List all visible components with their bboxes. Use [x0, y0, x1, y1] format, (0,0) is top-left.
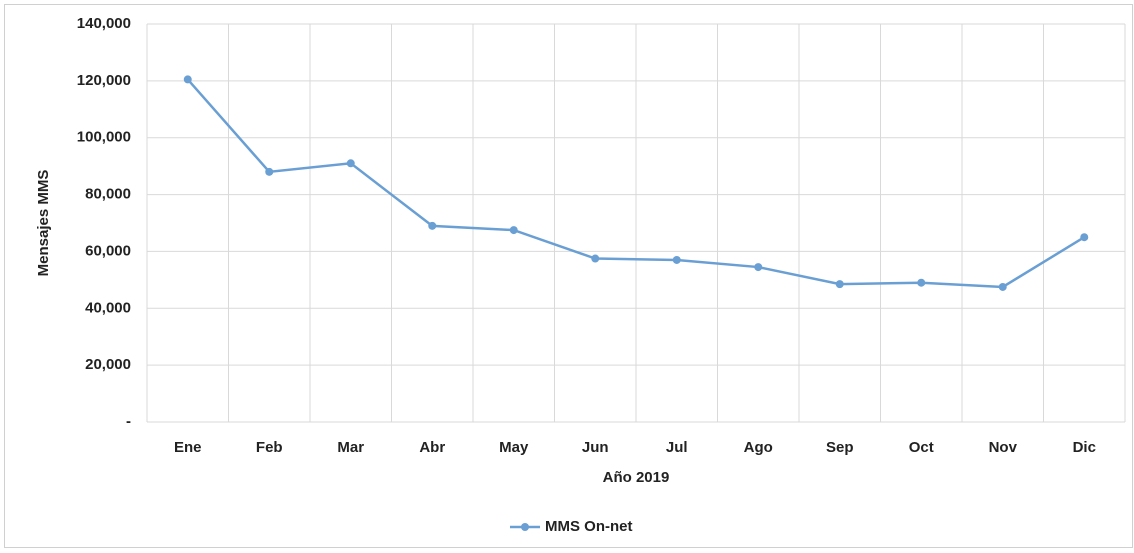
- y-tick-label: 80,000: [85, 186, 131, 203]
- y-tick-label: -: [126, 413, 131, 430]
- y-axis-label: Mensajes MMS: [35, 170, 52, 277]
- x-tick-label: Feb: [256, 439, 283, 456]
- data-point: [754, 263, 763, 272]
- y-tick-label: 40,000: [85, 299, 131, 316]
- data-point: [917, 278, 926, 287]
- data-point: [183, 75, 192, 84]
- data-point: [265, 167, 274, 176]
- x-tick-label: Nov: [989, 439, 1018, 456]
- data-point: [346, 159, 355, 168]
- y-tick-label: 140,000: [77, 15, 131, 32]
- data-point: [591, 254, 600, 263]
- legend-marker: [521, 523, 529, 531]
- chart-frame: [4, 4, 1133, 548]
- y-tick-label: 120,000: [77, 72, 131, 89]
- data-point: [509, 226, 518, 235]
- x-tick-label: Jul: [666, 439, 688, 456]
- x-tick-label: Ene: [174, 439, 202, 456]
- series-line: [186, 78, 1085, 289]
- x-tick-label: Oct: [909, 439, 934, 456]
- data-point: [835, 280, 844, 289]
- y-tick-label: 100,000: [77, 129, 131, 146]
- data-point: [428, 221, 437, 230]
- y-tick-label: 60,000: [85, 242, 131, 259]
- x-tick-label: Mar: [337, 439, 364, 456]
- data-point: [998, 282, 1007, 291]
- x-axis-label: Año 2019: [603, 469, 670, 486]
- x-tick-label: May: [499, 439, 529, 456]
- x-tick-label: Abr: [419, 439, 445, 456]
- x-tick-label: Jun: [582, 439, 609, 456]
- data-point: [672, 255, 681, 264]
- y-tick-label: 20,000: [85, 356, 131, 373]
- x-tick-label: Sep: [826, 439, 854, 456]
- legend-label: MMS On-net: [545, 518, 633, 535]
- x-tick-label: Dic: [1073, 439, 1096, 456]
- data-point: [1080, 233, 1089, 242]
- x-tick-label: Ago: [744, 439, 773, 456]
